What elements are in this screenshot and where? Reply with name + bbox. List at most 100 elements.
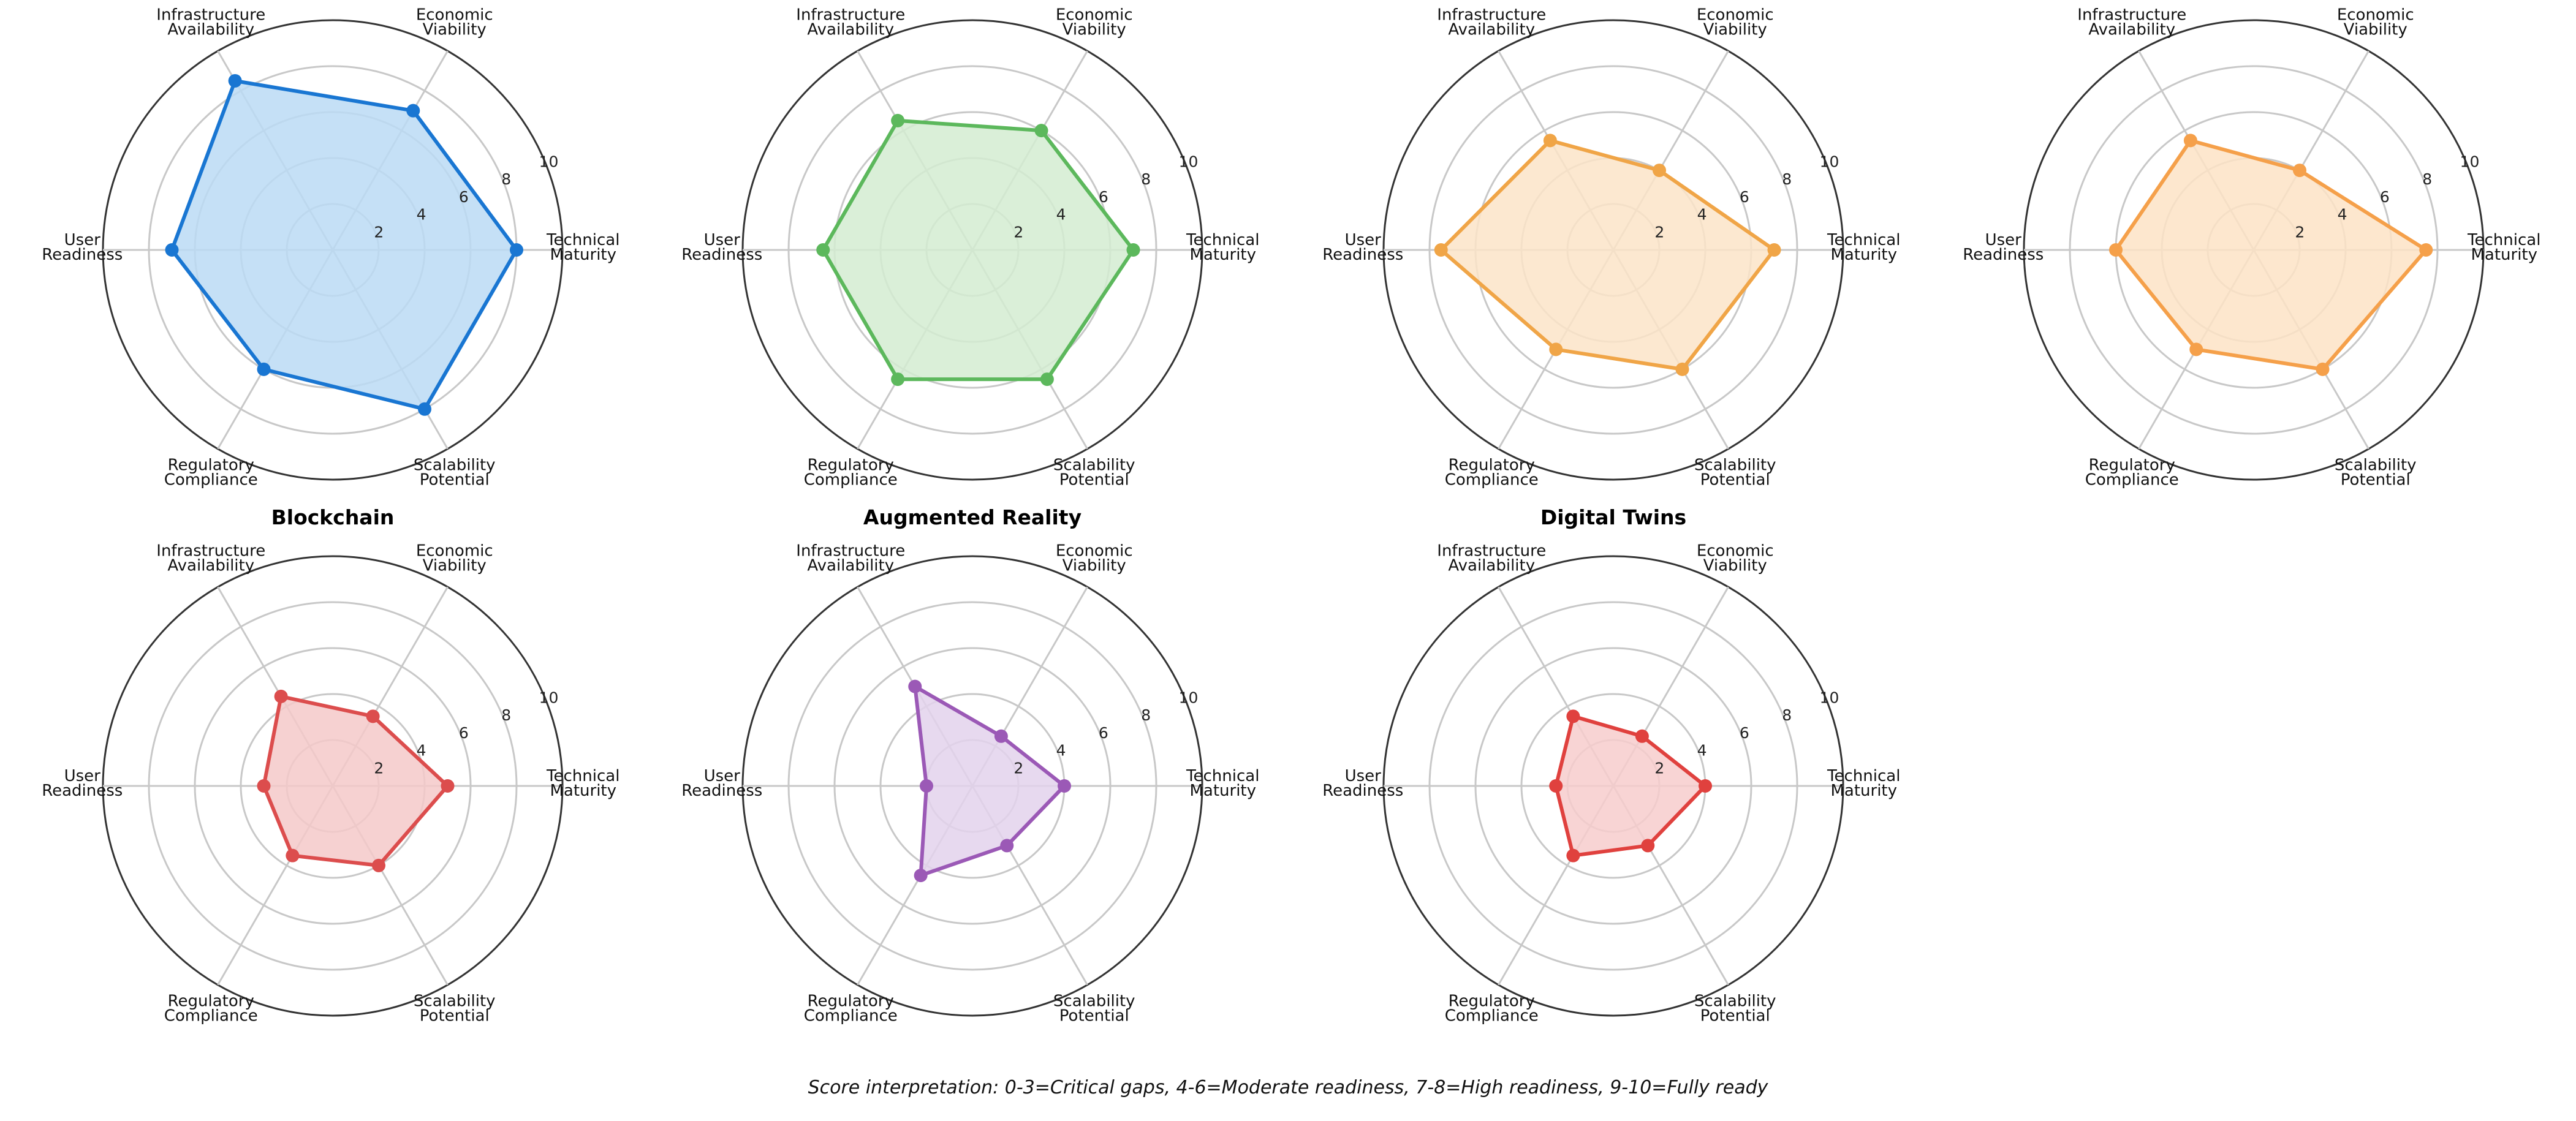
radial-tick-label: 10: [539, 153, 559, 170]
radar-area-fill: [2116, 140, 2426, 369]
axis-label-infrastructure-availability: Infrastructure Availability: [796, 6, 905, 39]
radar-data-point: [257, 362, 271, 376]
radar-data-point: [1767, 243, 1781, 257]
axis-label-technical-maturity: Technical Maturity: [1186, 231, 1259, 264]
radial-tick-label: 6: [459, 188, 469, 206]
radar-data-point: [372, 858, 385, 872]
axis-label-regulatory-compliance: Regulatory Compliance: [1445, 992, 1539, 1025]
radar-data-point: [418, 402, 431, 416]
radar-area-fill: [1441, 140, 1775, 369]
radial-tick-label: 6: [1740, 724, 1749, 742]
axis-label-user-readiness: User Readiness: [681, 767, 762, 800]
radar-panel-blockchain: 2 4 6 8 10 Technical Maturity Economic Viability…: [42, 505, 619, 1025]
axis-label-user-readiness: User Readiness: [1322, 767, 1403, 800]
radar-data-point: [257, 779, 271, 793]
radial-tick-label: 4: [1056, 206, 1066, 224]
radar-panel-recommendation-systems: 2 4 6 8 10 Technical Maturity Economic Viability…: [1322, 6, 1900, 489]
radial-tick-label: 8: [501, 170, 511, 188]
radar-data-point: [1641, 839, 1655, 853]
radar-area-fill: [1556, 716, 1705, 856]
radar-data-point: [1635, 729, 1649, 743]
radar-area-fill: [263, 696, 448, 866]
radar-data-point: [1543, 134, 1557, 148]
radial-tick-label: 6: [1740, 188, 1749, 206]
radial-tick-label: 6: [1099, 724, 1108, 742]
radial-tick-label: 8: [1782, 706, 1792, 724]
radial-tick-label: 8: [501, 706, 511, 724]
radar-data-point: [2183, 134, 2197, 148]
radar-data-point: [1058, 779, 1071, 793]
axis-label-user-readiness: User Readiness: [1963, 231, 2044, 264]
radar-data-point: [165, 243, 179, 257]
axis-label-technical-maturity: Technical Maturity: [2467, 231, 2540, 264]
radar-data-point: [1675, 362, 1689, 376]
radar-data-point: [366, 709, 380, 723]
radar-data-point: [2109, 243, 2123, 257]
radial-tick-label: 6: [459, 724, 469, 742]
axis-label-infrastructure-availability: Infrastructure Availability: [796, 542, 905, 575]
radar-data-point: [274, 689, 288, 703]
radial-tick-label: 4: [1697, 206, 1707, 224]
axis-label-technical-maturity: Technical Maturity: [1827, 231, 1900, 264]
radar-data-point: [406, 104, 420, 118]
radar-panel-digital-twins: 2 4 6 8 10 Technical Maturity Economic Viability…: [1322, 505, 1900, 1025]
axis-label-regulatory-compliance: Regulatory Compliance: [1445, 456, 1539, 489]
axis-label-technical-maturity: Technical Maturity: [546, 767, 619, 800]
radial-tick-label: 4: [417, 206, 426, 224]
radar-data-point: [2189, 342, 2203, 357]
radial-tick-label: 2: [374, 223, 384, 241]
axis-label-regulatory-compliance: Regulatory Compliance: [804, 992, 898, 1025]
axis-label-infrastructure-availability: Infrastructure Availability: [1437, 542, 1546, 575]
radar-data-point: [1549, 342, 1563, 357]
radar-data-point: [816, 243, 830, 257]
axis-label-infrastructure-availability: Infrastructure Availability: [156, 542, 265, 575]
radar-data-point: [2419, 243, 2433, 257]
axis-label-regulatory-compliance: Regulatory Compliance: [164, 456, 258, 489]
axis-label-technical-maturity: Technical Maturity: [1827, 767, 1900, 800]
radar-data-point: [1040, 372, 1054, 387]
axis-label-economic-viability: Economic Viability: [416, 6, 493, 39]
radar-data-point: [1549, 779, 1563, 793]
radar-panel-iot-sensors: 2 4 6 8 10 Technical Maturity Economic Viability…: [681, 6, 1259, 489]
axis-label-scalability-potential: Scalability Potential: [1694, 992, 1776, 1025]
panel-title: Augmented Reality: [863, 505, 1082, 529]
radar-panel-augmented-reality: 2 4 6 8 10 Technical Maturity Economic Viability…: [681, 505, 1259, 1025]
panel-title: Digital Twins: [1540, 505, 1686, 529]
axis-label-regulatory-compliance: Regulatory Compliance: [2085, 456, 2179, 489]
axis-label-infrastructure-availability: Infrastructure Availability: [1437, 6, 1546, 39]
radar-data-point: [441, 779, 455, 793]
radial-tick-label: 2: [374, 759, 384, 777]
radial-tick-label: 8: [1782, 170, 1792, 188]
radar-data-point: [1434, 243, 1448, 257]
radar-area-fill: [915, 686, 1064, 876]
axis-label-scalability-potential: Scalability Potential: [1053, 456, 1135, 489]
radar-area-fill: [172, 81, 517, 409]
radar-area-fill: [823, 120, 1134, 380]
radar-data-point: [1653, 164, 1666, 178]
radial-tick-label: 2: [2295, 223, 2305, 241]
radar-panel-ai-ml: 2 4 6 8 10 Technical Maturity Economic Viability…: [1963, 6, 2540, 489]
axis-label-user-readiness: User Readiness: [1322, 231, 1403, 264]
axis-label-regulatory-compliance: Regulatory Compliance: [164, 992, 258, 1025]
radial-tick-label: 8: [2422, 170, 2432, 188]
radial-tick-label: 6: [2380, 188, 2390, 206]
radial-tick-label: 2: [1654, 223, 1664, 241]
radar-data-point: [920, 779, 933, 793]
radial-tick-label: 6: [1099, 188, 1108, 206]
axis-label-scalability-potential: Scalability Potential: [1053, 992, 1135, 1025]
radar-data-point: [2316, 362, 2330, 376]
radar-data-point: [510, 243, 523, 257]
axis-label-economic-viability: Economic Viability: [1697, 6, 1774, 39]
radial-tick-label: 4: [2338, 206, 2347, 224]
radial-tick-label: 8: [1141, 706, 1151, 724]
radar-data-point: [891, 372, 905, 387]
radial-tick-label: 2: [1013, 759, 1023, 777]
radial-tick-label: 10: [539, 689, 559, 706]
axis-label-technical-maturity: Technical Maturity: [1186, 767, 1259, 800]
axis-label-infrastructure-availability: Infrastructure Availability: [2077, 6, 2186, 39]
axis-label-user-readiness: User Readiness: [42, 767, 123, 800]
score-interpretation-footnote: Score interpretation: 0-3=Critical gaps,…: [808, 1077, 1768, 1098]
radial-tick-label: 4: [1697, 742, 1707, 760]
radar-data-point: [914, 869, 928, 883]
